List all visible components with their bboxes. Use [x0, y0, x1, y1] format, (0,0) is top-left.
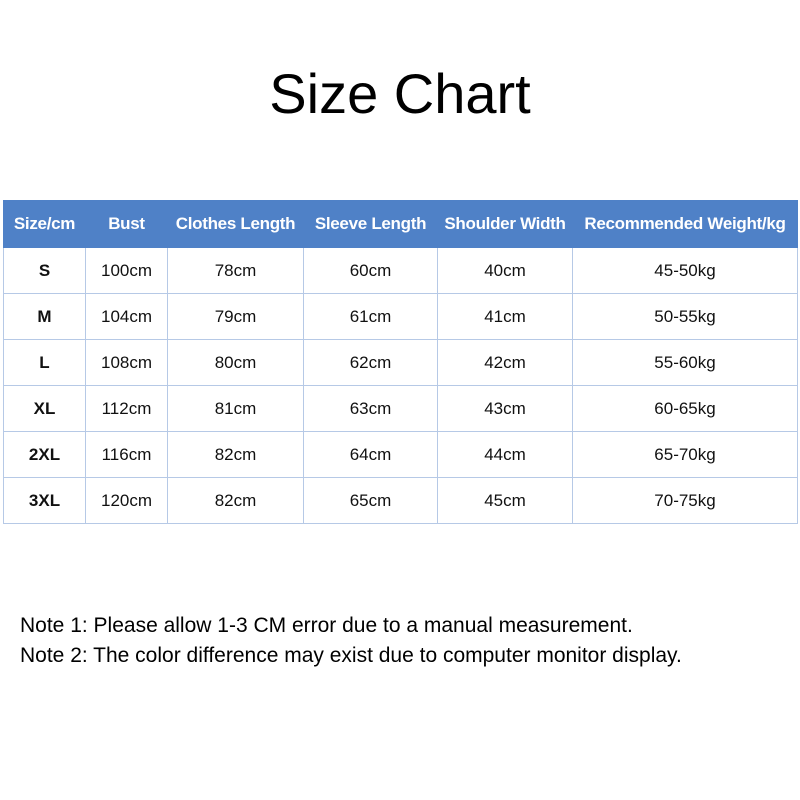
- table-cell: 63cm: [303, 385, 438, 432]
- size-cell: 3XL: [3, 477, 86, 524]
- table-cell: 41cm: [437, 293, 573, 340]
- table-cell: 108cm: [85, 339, 168, 386]
- table-cell: 44cm: [437, 431, 573, 478]
- table-cell: 45-50kg: [572, 247, 798, 294]
- table-row: 2XL 116cm 82cm 64cm 44cm 65-70kg: [3, 431, 798, 478]
- table-body: S 100cm 78cm 60cm 40cm 45-50kg M 104cm 79cm 61cm 4…: [3, 247, 798, 524]
- size-cell: XL: [3, 385, 86, 432]
- table-cell: 60-65kg: [572, 385, 798, 432]
- size-cell: L: [3, 339, 86, 386]
- table-cell: 112cm: [85, 385, 168, 432]
- table-cell: 43cm: [437, 385, 573, 432]
- table-cell: 64cm: [303, 431, 438, 478]
- size-cell: S: [3, 247, 86, 294]
- table-cell: 60cm: [303, 247, 438, 294]
- table-cell: 55-60kg: [572, 339, 798, 386]
- table-cell: 116cm: [85, 431, 168, 478]
- table-cell: 78cm: [167, 247, 304, 294]
- table-row: XL 112cm 81cm 63cm 43cm 60-65kg: [3, 385, 798, 432]
- title: Size Chart: [269, 62, 531, 125]
- size-cell: M: [3, 293, 86, 340]
- table-cell: 80cm: [167, 339, 304, 386]
- table-cell: 50-55kg: [572, 293, 798, 340]
- table-cell: 42cm: [437, 339, 573, 386]
- table-row: L 108cm 80cm 62cm 42cm 55-60kg: [3, 339, 798, 386]
- header-row: Size/cm Bust Clothes Length Sleeve Length Sh…: [3, 200, 798, 248]
- table-cell: 65-70kg: [572, 431, 798, 478]
- table-cell: 100cm: [85, 247, 168, 294]
- table-cell: 104cm: [85, 293, 168, 340]
- table-row: 3XL 120cm 82cm 65cm 45cm 70-75kg: [3, 477, 798, 524]
- header-cell: Sleeve Length: [303, 200, 438, 248]
- table-row: M 104cm 79cm 61cm 41cm 50-55kg: [3, 293, 798, 340]
- note: Note 1: Please allow 1-3 CM error due to…: [20, 614, 633, 637]
- table-cell: 45cm: [437, 477, 573, 524]
- header-cell: Clothes Length: [167, 200, 304, 248]
- note: Note 2: The color difference may exist d…: [20, 644, 682, 667]
- table-cell: 82cm: [167, 431, 304, 478]
- table-cell: 81cm: [167, 385, 304, 432]
- table-cell: 82cm: [167, 477, 304, 524]
- size-cell: 2XL: [3, 431, 86, 478]
- table-cell: 70-75kg: [572, 477, 798, 524]
- table-cell: 120cm: [85, 477, 168, 524]
- table-cell: 62cm: [303, 339, 438, 386]
- table-cell: 40cm: [437, 247, 573, 294]
- header-cell: Recommended Weight/kg: [572, 200, 798, 248]
- size-table: Size/cm Bust Clothes Length Sleeve Length Sh…: [3, 200, 798, 524]
- table-cell: 65cm: [303, 477, 438, 524]
- table-cell: 61cm: [303, 293, 438, 340]
- header-cell: Bust: [85, 200, 168, 248]
- header-cell: Size/cm: [3, 200, 86, 248]
- table-row: S 100cm 78cm 60cm 40cm 45-50kg: [3, 247, 798, 294]
- table-cell: 79cm: [167, 293, 304, 340]
- header-cell: Shoulder Width: [437, 200, 573, 248]
